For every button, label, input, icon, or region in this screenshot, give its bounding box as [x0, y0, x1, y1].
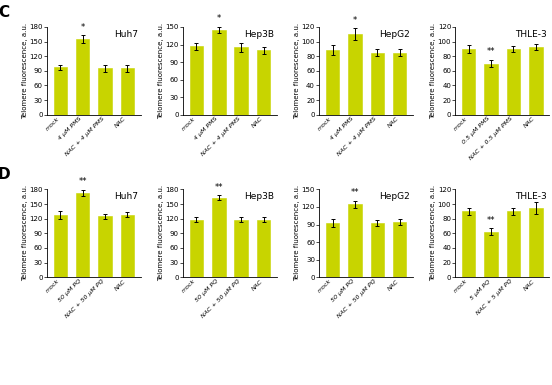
Bar: [212, 30, 226, 115]
Bar: [257, 219, 270, 277]
Bar: [54, 215, 67, 277]
Bar: [348, 34, 362, 115]
Bar: [190, 219, 203, 277]
Text: *: *: [81, 23, 85, 32]
Text: THLE-3: THLE-3: [514, 30, 546, 38]
Bar: [326, 50, 339, 115]
Bar: [348, 204, 362, 277]
Text: Huh7: Huh7: [114, 30, 138, 38]
Text: Huh7: Huh7: [114, 192, 138, 201]
Bar: [98, 216, 112, 277]
Y-axis label: Telomere fluorescence, a.u.: Telomere fluorescence, a.u.: [294, 23, 300, 119]
Bar: [370, 223, 384, 277]
Bar: [257, 50, 270, 115]
Text: Hep3B: Hep3B: [244, 192, 274, 201]
Bar: [121, 215, 134, 277]
Y-axis label: Telomere fluorescence, a.u.: Telomere fluorescence, a.u.: [431, 23, 436, 119]
Bar: [393, 222, 406, 277]
Bar: [462, 49, 475, 115]
Bar: [98, 69, 112, 115]
Bar: [235, 219, 248, 277]
Text: *: *: [353, 16, 357, 25]
Bar: [462, 211, 475, 277]
Text: D: D: [0, 167, 10, 182]
Text: HepG2: HepG2: [380, 30, 410, 38]
Text: **: **: [215, 183, 223, 192]
Y-axis label: Telomere fluorescence, a.u.: Telomere fluorescence, a.u.: [294, 185, 300, 281]
Text: **: **: [487, 216, 495, 225]
Y-axis label: Telomere fluorescence, a.u.: Telomere fluorescence, a.u.: [431, 185, 436, 281]
Bar: [485, 232, 498, 277]
Bar: [326, 223, 339, 277]
Text: Hep3B: Hep3B: [244, 30, 274, 38]
Bar: [121, 69, 134, 115]
Bar: [76, 193, 89, 277]
Text: **: **: [487, 47, 495, 56]
Bar: [76, 39, 89, 115]
Bar: [370, 53, 384, 115]
Text: HepG2: HepG2: [380, 192, 410, 201]
Text: **: **: [78, 177, 87, 186]
Bar: [190, 46, 203, 115]
Bar: [212, 198, 226, 277]
Bar: [507, 211, 520, 277]
Bar: [235, 47, 248, 115]
Bar: [507, 49, 520, 115]
Bar: [529, 208, 543, 277]
Text: *: *: [217, 15, 221, 23]
Y-axis label: Telomere fluorescence, a.u.: Telomere fluorescence, a.u.: [158, 23, 164, 119]
Text: THLE-3: THLE-3: [514, 192, 546, 201]
Text: **: **: [351, 188, 359, 197]
Y-axis label: Telomere fluorescence, a.u.: Telomere fluorescence, a.u.: [22, 23, 28, 119]
Y-axis label: Telomere fluorescence, a.u.: Telomere fluorescence, a.u.: [22, 185, 28, 281]
Y-axis label: Telomere fluorescence, a.u.: Telomere fluorescence, a.u.: [158, 185, 164, 281]
Bar: [393, 53, 406, 115]
Bar: [529, 47, 543, 115]
Bar: [485, 64, 498, 115]
Bar: [54, 67, 67, 115]
Text: C: C: [0, 5, 9, 20]
